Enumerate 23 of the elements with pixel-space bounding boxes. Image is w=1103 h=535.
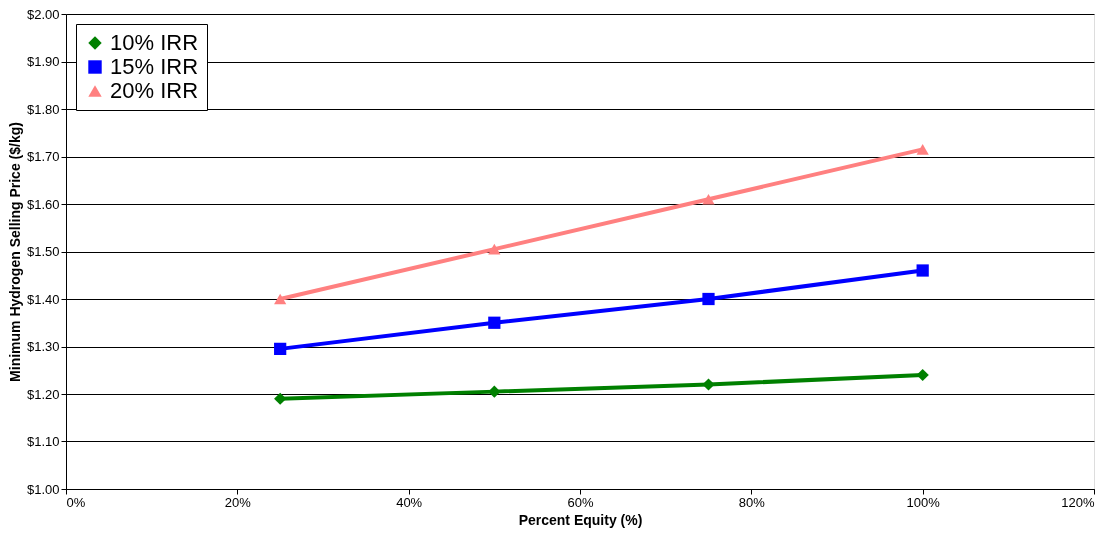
x-tick-label: 120% [1061,494,1095,510]
x-axis-title: Percent Equity (%) [518,511,643,528]
legend-label: 20% IRR [110,78,199,103]
y-tick-label: $1.10 [26,434,60,449]
legend-label: 10% IRR [110,30,199,55]
x-tick-label: 80% [738,494,766,510]
y-tick-label: $1.80 [26,101,60,117]
x-tick-label: 100% [906,494,941,510]
x-tick-label: 60% [567,494,594,510]
x-tick-label: 20% [224,494,252,510]
y-tick-label: $1.40 [26,291,60,307]
legend-label: 15% IRR [110,54,199,79]
x-tick-label: 0% [66,494,86,510]
y-tick-label: $1.00 [26,481,60,497]
y-tick-label: $1.90 [26,54,60,69]
y-tick-label: $1.60 [26,196,60,212]
y-tick-label: $1.20 [26,386,60,402]
x-tick-label: 40% [396,494,423,510]
y-tick-label: $1.50 [26,244,60,259]
y-tick-label: $1.70 [26,149,60,164]
y-tick-label: $2.00 [26,6,60,22]
y-axis-title: Minimum Hydrogen Selling Price ($/kg) [6,122,23,382]
y-tick-label: $1.30 [26,339,60,354]
